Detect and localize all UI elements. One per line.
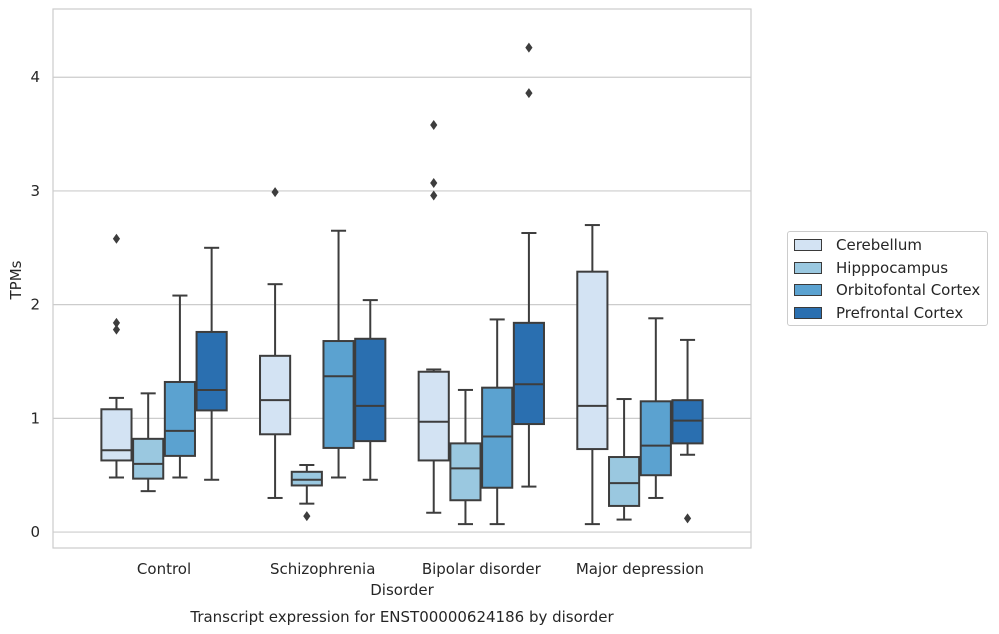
legend-swatch xyxy=(794,261,822,274)
box-body xyxy=(512,321,545,426)
box-body xyxy=(639,400,672,477)
outlier-point xyxy=(683,513,692,524)
box-0-1 xyxy=(259,187,292,499)
box-body xyxy=(481,386,514,489)
box-body xyxy=(671,399,704,445)
x-tick-label: Major depression xyxy=(576,560,704,578)
box-3-1 xyxy=(354,299,387,481)
y-tick-label: 1 xyxy=(30,409,40,427)
outlier-point xyxy=(525,42,533,53)
box-0-0 xyxy=(100,233,133,479)
chart-title: Transcript expression for ENST0000062418… xyxy=(189,608,614,626)
box-body xyxy=(163,380,196,457)
y-axis-title: TPMs xyxy=(7,260,25,300)
outlier-point xyxy=(112,324,121,335)
box-body xyxy=(290,470,323,487)
box-2-0 xyxy=(163,294,196,479)
box-1-2 xyxy=(449,388,482,526)
y-tick-labels: 0 1 2 3 4 xyxy=(30,68,40,541)
legend-item: Orbitofontal Cortex xyxy=(794,280,980,300)
legend-item: Hipppocampus xyxy=(794,258,948,278)
x-tick-label: Control xyxy=(137,560,191,578)
outlier-point xyxy=(525,88,533,99)
legend-swatch xyxy=(794,306,822,319)
x-tick-label: Schizophrenia xyxy=(270,560,375,578)
x-axis-title: Disorder xyxy=(370,581,434,599)
plot-frame xyxy=(52,8,752,549)
box-body xyxy=(100,408,133,462)
box-body xyxy=(608,456,641,507)
outlier-point xyxy=(271,187,279,198)
legend: Cerebellum Hipppocampus Orbitofontal Corte… xyxy=(787,231,988,326)
box-2-2 xyxy=(481,318,514,526)
box-body xyxy=(576,270,609,451)
box-1-3 xyxy=(608,398,641,521)
box-3-3 xyxy=(671,338,704,524)
box-2-1 xyxy=(322,229,355,479)
box-0-2 xyxy=(417,119,450,514)
legend-swatch xyxy=(794,284,822,296)
legend-item: Cerebellum xyxy=(794,235,922,255)
legend-swatch xyxy=(794,239,822,251)
box-3-0 xyxy=(195,246,228,481)
x-tick-labels: Control Schizophrenia Bipolar disorder Majo… xyxy=(137,560,704,578)
box-body xyxy=(449,442,482,502)
y-tick-label: 0 xyxy=(30,523,40,541)
box-body xyxy=(132,437,165,480)
box-body xyxy=(259,354,292,436)
box-1-1 xyxy=(290,463,323,522)
legend-label: Prefrontal Cortex xyxy=(836,303,964,322)
legend-label: Hipppocampus xyxy=(836,258,949,277)
legend-item: Prefrontal Cortex xyxy=(794,303,963,323)
legend-label: Orbitofontal Cortex xyxy=(836,281,981,299)
box-body xyxy=(195,330,228,412)
outlier-point xyxy=(430,177,438,188)
outlier-point xyxy=(112,233,121,244)
outlier-point xyxy=(303,511,311,522)
box-3-2 xyxy=(512,42,545,488)
outlier-point xyxy=(430,190,438,201)
box-1-0 xyxy=(132,392,165,493)
box-body xyxy=(322,340,355,449)
outlier-point xyxy=(112,317,121,328)
y-tick-label: 3 xyxy=(30,182,40,200)
outlier-point xyxy=(430,119,438,130)
box-body xyxy=(354,337,387,443)
boxes-layer xyxy=(100,42,704,526)
box-body xyxy=(417,370,450,462)
y-tick-label: 4 xyxy=(30,68,40,86)
box-2-3 xyxy=(639,317,672,499)
x-tick-label: Bipolar disorder xyxy=(422,560,542,578)
box-0-3 xyxy=(576,224,609,526)
legend-label: Cerebellum xyxy=(836,236,922,254)
y-tick-label: 2 xyxy=(30,296,40,314)
